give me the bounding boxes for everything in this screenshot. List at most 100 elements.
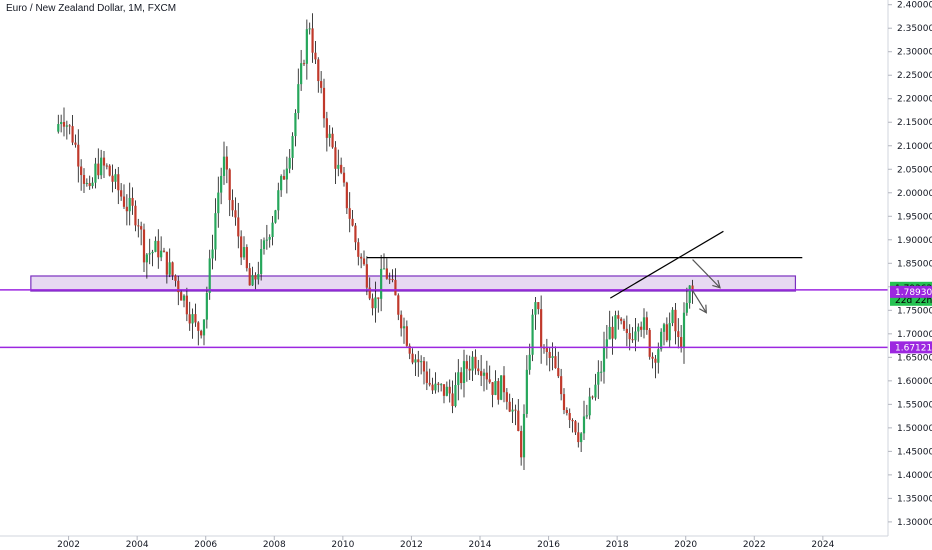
candle-up bbox=[534, 302, 537, 315]
candle-up bbox=[608, 326, 611, 340]
candle-up bbox=[528, 354, 531, 370]
arrow-shaft[interactable] bbox=[692, 259, 721, 289]
candle-up bbox=[220, 175, 223, 193]
zone-layer bbox=[30, 275, 797, 292]
candle-down bbox=[514, 409, 517, 411]
candle-up bbox=[182, 295, 186, 301]
candle-up bbox=[57, 124, 60, 132]
candle-down bbox=[122, 196, 126, 207]
x-tick-label: 2004 bbox=[126, 540, 149, 550]
candle-down bbox=[394, 279, 397, 296]
candle-up bbox=[374, 297, 377, 309]
level-price-label: 1.78930 bbox=[895, 288, 932, 298]
candle-up bbox=[337, 164, 340, 169]
candle-up bbox=[91, 182, 94, 187]
candle-up bbox=[605, 339, 608, 347]
candle-countdown-label: 22d 22h bbox=[895, 296, 932, 306]
candle-down bbox=[502, 375, 506, 393]
candle-down bbox=[354, 225, 357, 243]
candle-down bbox=[665, 324, 668, 341]
y-tick-label: 2.20000 bbox=[897, 95, 932, 105]
candle-up bbox=[657, 349, 660, 363]
candle-down bbox=[180, 292, 183, 301]
candle-up bbox=[482, 372, 486, 376]
candle-down bbox=[485, 372, 488, 380]
x-tick-label: 2020 bbox=[674, 540, 697, 550]
x-tick-label: 2010 bbox=[331, 540, 354, 550]
candle-up bbox=[85, 182, 88, 184]
arrow-shaft[interactable] bbox=[692, 290, 707, 313]
candle-down bbox=[334, 147, 337, 169]
candle-down bbox=[331, 133, 334, 148]
candle-down bbox=[120, 190, 123, 197]
candle-down bbox=[400, 314, 403, 329]
candle-up bbox=[597, 371, 600, 385]
candle-up bbox=[511, 409, 514, 412]
candle-down bbox=[651, 356, 654, 359]
candle-up bbox=[454, 385, 457, 407]
y-tick-label: 1.65000 bbox=[897, 353, 932, 363]
candle-down bbox=[317, 59, 320, 82]
candle-down bbox=[177, 280, 180, 293]
candle-down bbox=[228, 169, 231, 201]
candle-up bbox=[494, 381, 497, 395]
candle-down bbox=[137, 225, 140, 227]
candle-down bbox=[560, 376, 563, 395]
candle-up bbox=[148, 253, 151, 255]
candle-down bbox=[674, 309, 677, 332]
candle-up bbox=[594, 384, 597, 398]
candle-up bbox=[114, 174, 117, 182]
candle-up bbox=[280, 176, 283, 191]
y-tick-label: 1.35000 bbox=[897, 494, 932, 504]
x-tick-label: 2022 bbox=[743, 540, 766, 550]
candle-up bbox=[294, 113, 297, 137]
candle-down bbox=[185, 295, 188, 315]
candle-down bbox=[691, 285, 694, 290]
y-tick-label: 1.50000 bbox=[897, 424, 932, 434]
candle-up bbox=[191, 314, 194, 324]
candle-down bbox=[405, 326, 408, 346]
candle-down bbox=[554, 356, 557, 369]
candle-down bbox=[125, 206, 128, 212]
candle-down bbox=[562, 394, 566, 410]
x-axis[interactable]: 2002 2004 2006 2008 2010 2012 2014 2016 2018 2020… bbox=[57, 536, 835, 550]
candle-down bbox=[640, 326, 643, 330]
y-tick-label: 1.55000 bbox=[897, 400, 932, 410]
candle-down bbox=[465, 361, 468, 369]
candle-down bbox=[622, 320, 626, 329]
candle-down bbox=[131, 197, 134, 206]
candle-down bbox=[225, 156, 228, 170]
x-tick-label: 2014 bbox=[469, 540, 492, 550]
candle-down bbox=[442, 384, 446, 396]
trendline[interactable] bbox=[609, 230, 724, 299]
x-tick-label: 2008 bbox=[263, 540, 286, 550]
y-tick-label: 2.15000 bbox=[897, 118, 932, 128]
y-tick-label: 1.95000 bbox=[897, 212, 932, 222]
candle-down bbox=[105, 165, 108, 167]
y-tick-label: 1.70000 bbox=[897, 330, 932, 340]
candle-up bbox=[380, 268, 383, 299]
candle-up bbox=[500, 375, 503, 400]
candle-down bbox=[340, 164, 343, 173]
candle-down bbox=[254, 275, 257, 280]
candle-down bbox=[200, 330, 203, 336]
candle-down bbox=[140, 226, 143, 230]
candle-down bbox=[62, 121, 66, 127]
candle-up bbox=[242, 247, 246, 258]
candle-down bbox=[437, 383, 440, 385]
candle-up bbox=[582, 416, 586, 434]
candle-up bbox=[634, 331, 637, 341]
resistance-zone[interactable] bbox=[30, 275, 797, 292]
candle-up bbox=[202, 319, 206, 336]
y-tick-label: 1.45000 bbox=[897, 447, 932, 457]
candle-down bbox=[82, 175, 86, 184]
candle-down bbox=[345, 182, 348, 209]
candle-down bbox=[428, 382, 431, 385]
candle-up bbox=[471, 356, 474, 371]
y-axis[interactable]: 2.40000 2.35000 2.30000 2.25000 2.20000 2.150… bbox=[888, 1, 932, 528]
candle-up bbox=[145, 254, 148, 263]
candle-up bbox=[462, 361, 466, 384]
candle-up bbox=[128, 197, 131, 212]
